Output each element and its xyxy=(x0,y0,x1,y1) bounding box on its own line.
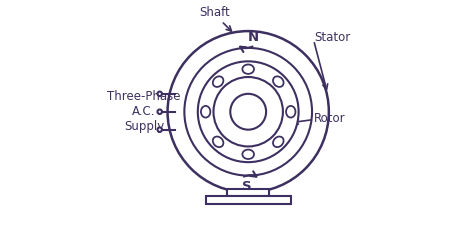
Circle shape xyxy=(167,31,329,192)
Circle shape xyxy=(157,109,162,114)
Ellipse shape xyxy=(201,106,210,118)
Ellipse shape xyxy=(242,150,254,159)
Ellipse shape xyxy=(213,76,223,87)
Circle shape xyxy=(198,61,299,162)
Ellipse shape xyxy=(242,64,254,74)
Text: Shaft: Shaft xyxy=(199,6,230,19)
Circle shape xyxy=(157,91,162,96)
Circle shape xyxy=(157,128,162,132)
Text: Rotor: Rotor xyxy=(314,112,346,125)
Text: S: S xyxy=(242,180,252,193)
Text: Three-Phase
A.C.
Supply: Three-Phase A.C. Supply xyxy=(107,90,181,133)
Ellipse shape xyxy=(286,106,295,118)
Ellipse shape xyxy=(273,76,283,87)
Circle shape xyxy=(213,77,283,146)
Ellipse shape xyxy=(273,137,283,147)
Ellipse shape xyxy=(213,137,223,147)
Circle shape xyxy=(184,48,312,176)
Bar xyxy=(227,188,270,196)
Text: N: N xyxy=(248,31,259,44)
Text: Stator: Stator xyxy=(314,31,351,44)
Circle shape xyxy=(230,94,266,130)
Bar xyxy=(206,196,291,204)
